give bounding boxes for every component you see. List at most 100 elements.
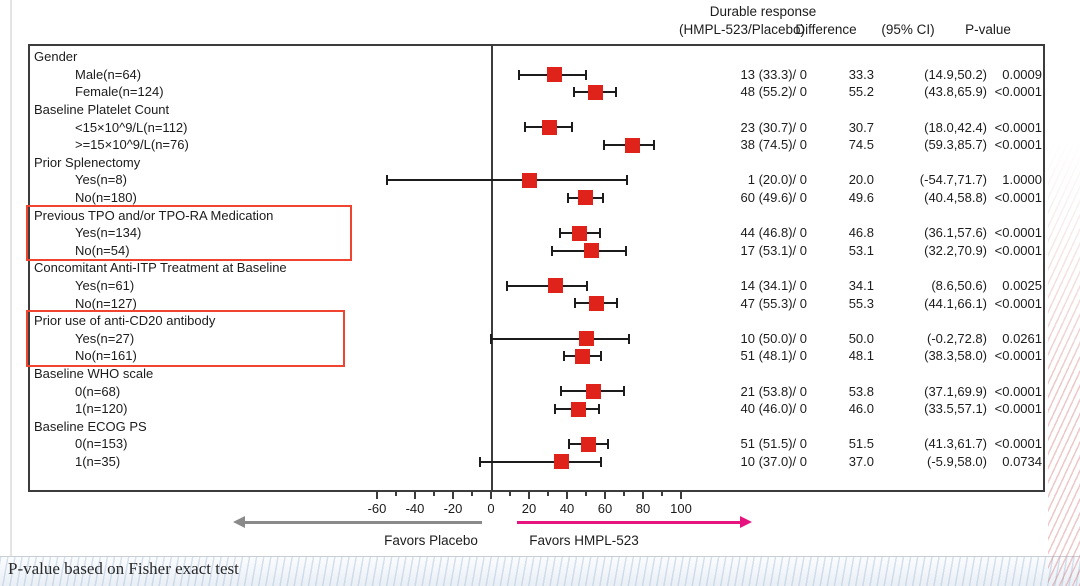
- value-cell-ci_text: (-0.2,72.8): [927, 330, 987, 346]
- subgroup-category-label: Prior Splenectomy: [34, 154, 141, 170]
- ci-cap-left: [573, 298, 576, 309]
- column-header-difference: Difference: [795, 22, 857, 37]
- value-cell-difference_text: 46.0: [848, 401, 874, 417]
- ci-cap-left: [518, 69, 521, 80]
- x-axis-minor-tick: [471, 491, 473, 496]
- x-axis-tick-label: -60: [367, 501, 387, 516]
- ci-cap-right: [652, 140, 655, 150]
- ci-cap-right: [586, 280, 589, 291]
- value-cell-pvalue: <0.0001: [994, 119, 1042, 135]
- x-axis-major-tick: [528, 491, 530, 499]
- value-cell-difference_text: 50.0: [848, 330, 874, 346]
- value-cell-ci_text: (37.1,69.9): [924, 383, 987, 399]
- ci-cap-left: [560, 386, 563, 397]
- ci-cap-left: [602, 140, 605, 150]
- ci-cap-left: [566, 192, 569, 203]
- ci-cap-right: [626, 175, 629, 186]
- subgroup-label: No(n=54): [75, 242, 130, 258]
- subgroup-label: 1(n=120): [75, 401, 128, 417]
- value-cell-response: 17 (53.1)/ 0: [740, 242, 808, 258]
- point-estimate-marker: [584, 243, 600, 259]
- subgroup-label: No(n=180): [75, 190, 137, 205]
- ci-whisker: [479, 460, 602, 463]
- value-cell-ci_text: (40.4,58.8): [924, 190, 987, 205]
- ci-cap-right: [615, 87, 618, 98]
- ci-cap-left: [478, 456, 481, 467]
- value-cell-response: 1 (20.0)/ 0: [747, 172, 807, 188]
- value-cell-ci_text: (-5.9,58.0): [927, 454, 987, 469]
- value-cell-pvalue: <0.0001: [994, 436, 1042, 452]
- x-axis-major-tick: [566, 491, 568, 499]
- x-axis-major-tick: [452, 491, 454, 499]
- value-cell-response: 40 (46.0)/ 0: [740, 401, 808, 417]
- favors-placebo-arrow-line: [244, 521, 482, 524]
- point-estimate-marker: [546, 67, 562, 83]
- value-cell-pvalue: <0.0001: [994, 190, 1042, 205]
- value-cell-difference_text: 55.2: [848, 84, 874, 100]
- value-cell-pvalue: <0.0001: [994, 84, 1042, 100]
- subgroup-label: No(n=161): [75, 348, 137, 364]
- subgroup-category-label: Baseline ECOG PS: [34, 418, 147, 434]
- value-cell-ci_text: (41.3,61.7): [924, 436, 987, 452]
- ci-cap-left: [524, 122, 527, 133]
- x-axis-tick-label: 20: [521, 501, 537, 516]
- value-cell-difference_text: 53.8: [848, 383, 874, 399]
- value-cell-ci_text: (43.8,65.9): [924, 84, 987, 100]
- value-cell-ci_text: (8.6,50.6): [931, 278, 987, 293]
- value-cell-response: 44 (46.8)/ 0: [740, 225, 808, 241]
- value-cell-response: 14 (34.1)/ 0: [740, 278, 808, 293]
- value-cell-difference_text: 49.6: [848, 190, 874, 205]
- subgroup-label: No(n=127): [75, 295, 137, 311]
- ci-cap-right: [598, 404, 601, 414]
- x-axis-major-tick: [414, 491, 416, 499]
- ci-cap-right: [570, 122, 573, 133]
- forest-plot-area: Gender Male(n=64) 13 (33.3)/ 0 33.3 (14.9,50…: [26, 44, 1045, 492]
- ci-cap-right: [585, 69, 588, 80]
- value-cell-pvalue: 0.0261: [1002, 330, 1042, 346]
- ci-cap-left: [506, 280, 509, 291]
- zero-reference-line: [491, 46, 493, 490]
- value-cell-difference_text: 33.3: [848, 66, 874, 82]
- ci-cap-right: [622, 386, 625, 397]
- x-axis-tick-label: 40: [559, 501, 575, 516]
- ci-whisker: [490, 337, 630, 340]
- x-axis-tick-label: -40: [405, 501, 425, 516]
- ci-whisker: [507, 284, 588, 287]
- value-cell-ci_text: (33.5,57.1): [924, 401, 987, 417]
- point-estimate-marker: [521, 172, 537, 188]
- ci-cap-right: [607, 439, 610, 450]
- x-axis-minor-tick: [395, 491, 397, 496]
- ci-cap-left: [551, 245, 554, 256]
- x-axis-minor-tick: [585, 491, 587, 496]
- favors-hmpl523-arrowhead-icon: [740, 516, 752, 528]
- ci-cap-right: [599, 228, 602, 238]
- value-cell-ci_text: (44.1,66.1): [924, 295, 987, 311]
- point-estimate-marker: [585, 383, 601, 399]
- highlight-box-anti-cd20: [26, 310, 345, 367]
- value-cell-pvalue: <0.0001: [994, 242, 1042, 258]
- value-cell-pvalue: 0.0025: [1002, 278, 1042, 293]
- x-axis-tick-label: -20: [443, 501, 463, 516]
- x-axis-major-tick: [490, 491, 492, 499]
- point-estimate-marker: [572, 225, 588, 241]
- point-estimate-marker: [574, 348, 590, 364]
- value-cell-ci_text: (14.9,50.2): [924, 66, 987, 82]
- point-estimate-marker: [541, 119, 557, 135]
- value-cell-difference_text: 51.5: [848, 436, 874, 452]
- x-axis-tick-label: 0: [487, 501, 495, 516]
- x-axis-major-tick: [680, 491, 682, 499]
- value-cell-difference_text: 34.1: [848, 278, 874, 293]
- value-cell-difference_text: 74.5: [848, 137, 874, 153]
- subgroup-category-label: Baseline Platelet Count: [34, 102, 170, 117]
- x-axis-major-tick: [604, 491, 606, 499]
- value-cell-pvalue: <0.0001: [994, 137, 1042, 153]
- favors-placebo-label: Favors Placebo: [384, 533, 478, 548]
- value-cell-difference_text: 30.7: [848, 119, 874, 135]
- subgroup-label: Yes(n=61): [75, 278, 135, 293]
- ci-cap-right: [600, 456, 603, 467]
- subgroup-label: Male(n=64): [75, 66, 142, 82]
- x-axis-tick-label: 100: [670, 501, 692, 516]
- value-cell-response: 21 (53.8)/ 0: [740, 383, 808, 399]
- point-estimate-marker: [577, 190, 593, 206]
- value-cell-pvalue: 0.0734: [1002, 454, 1042, 469]
